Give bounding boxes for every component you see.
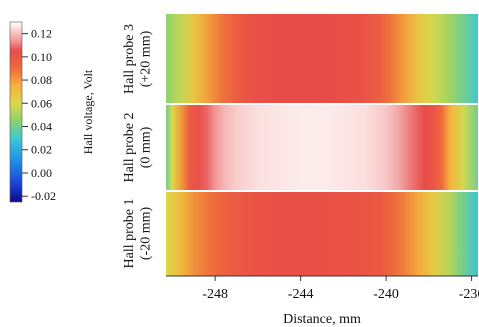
colorbar bbox=[9, 21, 23, 203]
colorbar-title: Hall voltage, Volt bbox=[81, 69, 95, 154]
heatmap-band-row-3 bbox=[166, 192, 478, 276]
x-tick-label-3: -240 bbox=[373, 287, 399, 302]
colorbar-tick-label-3: 0.08 bbox=[31, 73, 52, 87]
x-tick-label-1: -248 bbox=[202, 287, 228, 302]
colorbar-tick-label-1: 0.12 bbox=[31, 27, 52, 41]
heatmap-band-row-1 bbox=[166, 14, 478, 103]
x-tick-label-2: -244 bbox=[288, 287, 314, 302]
colorbar-tick-label-6: 0.02 bbox=[31, 143, 52, 157]
x-tick-label-4: -236 bbox=[459, 287, 479, 302]
heatmap-band-row-2 bbox=[166, 105, 478, 190]
colorbar-tick-label-7: 0.00 bbox=[31, 166, 52, 180]
row-label-2: Hall probe 2(0 mm) bbox=[122, 113, 153, 183]
colorbar-tick-label-4: 0.06 bbox=[31, 96, 52, 110]
row-label-3: Hall probe 1(-20 mm) bbox=[122, 199, 153, 269]
colorbar-tick-label-2: 0.10 bbox=[31, 50, 52, 64]
x-axis-title: Distance, mm bbox=[283, 312, 361, 327]
colorbar-tick-label-5: 0.04 bbox=[31, 120, 52, 134]
row-label-1: Hall probe 3(+20 mm) bbox=[122, 24, 153, 94]
colorbar-tick-label-8: -0.02 bbox=[31, 189, 56, 203]
